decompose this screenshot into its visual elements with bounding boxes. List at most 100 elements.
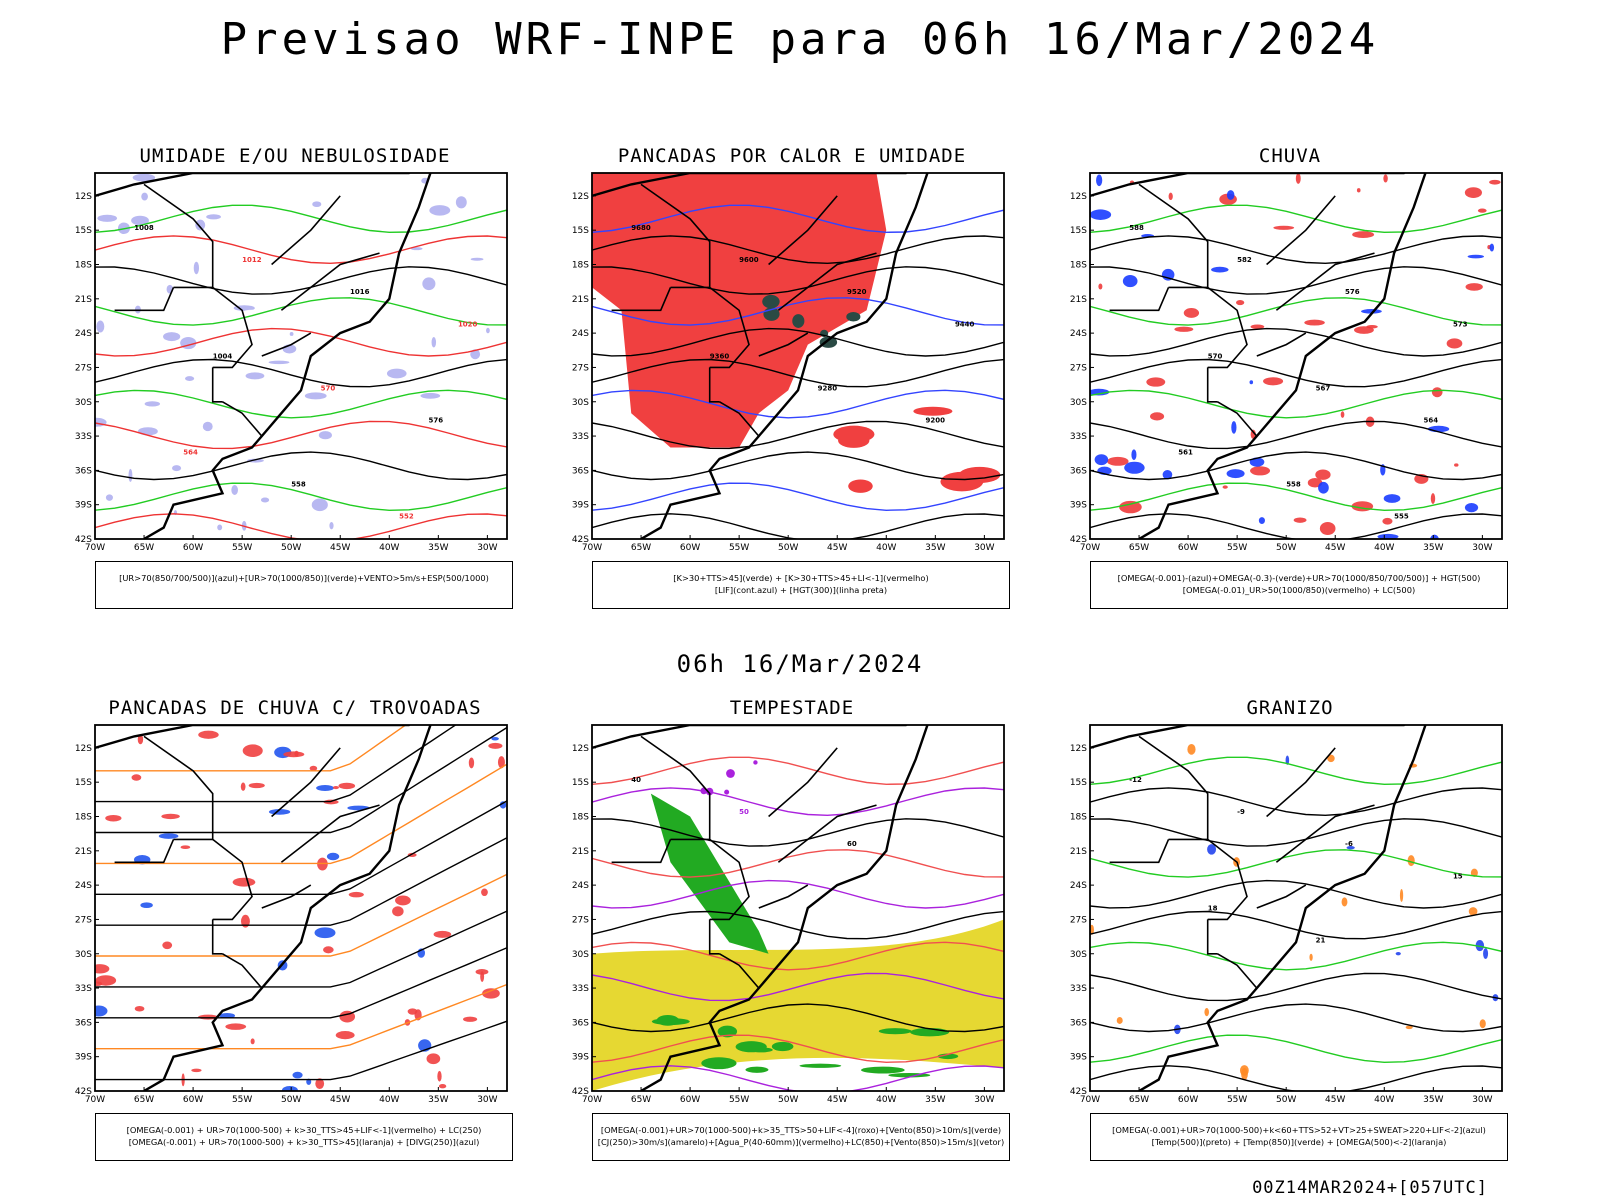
precip-blob bbox=[185, 376, 195, 381]
precip-blob bbox=[426, 1053, 441, 1065]
contour-line bbox=[1090, 910, 1502, 940]
legend-line: [OMEGA(-0.001)+UR>70(1000-500)+k<60+TTS>… bbox=[1112, 1125, 1486, 1135]
precip-blob bbox=[144, 442, 159, 450]
forecast-map: 588 582 576 573 570 567 564 561 558 555 70W 65W 60W 5… bbox=[1070, 172, 1503, 553]
y-tick-label: 36S bbox=[572, 1018, 589, 1028]
country-border bbox=[708, 919, 720, 955]
precip-blob bbox=[1467, 254, 1485, 259]
contour-line bbox=[1090, 941, 1502, 971]
y-tick-label: 30S bbox=[1070, 950, 1087, 960]
precip-blob bbox=[315, 1078, 325, 1090]
plot-layer: 9680 9600 9520 9440 9360 9280 9200 bbox=[592, 173, 1004, 539]
precip-blob bbox=[250, 1038, 255, 1045]
contour-label: 15 bbox=[1453, 872, 1463, 880]
x-tick-label: 70W bbox=[582, 1095, 602, 1105]
contour-label: 9680 bbox=[631, 224, 651, 232]
precip-blob bbox=[1327, 754, 1335, 763]
x-tick-label: 65W bbox=[631, 543, 651, 553]
x-tick-label: 45W bbox=[330, 1095, 350, 1105]
precip-blob bbox=[326, 852, 340, 861]
contour-line bbox=[592, 941, 1004, 971]
contour-line bbox=[592, 266, 1004, 295]
y-tick-label: 36S bbox=[75, 1018, 92, 1028]
precip-blob bbox=[392, 906, 404, 917]
country-border bbox=[1109, 839, 1170, 864]
y-tick-label: 24S bbox=[1070, 881, 1087, 891]
country-border bbox=[611, 287, 672, 312]
x-tick-label: 50W bbox=[778, 543, 798, 553]
precip-blob bbox=[1211, 266, 1229, 273]
contour-line bbox=[592, 910, 1004, 940]
contour-line bbox=[95, 726, 507, 834]
plot-frame bbox=[1089, 172, 1503, 540]
precip-blob bbox=[1236, 299, 1245, 306]
x-tick-label: 45W bbox=[1325, 543, 1345, 553]
panel-title: PANCADAS DE CHUVA C/ TROVOADAS bbox=[108, 697, 482, 719]
contour-label: 9360 bbox=[710, 352, 730, 360]
precip-blob bbox=[240, 782, 246, 791]
country-border bbox=[114, 839, 175, 864]
country-border bbox=[611, 839, 672, 864]
y-tick-label: 42S bbox=[572, 1087, 589, 1097]
precip-blob bbox=[1346, 845, 1355, 850]
contour-line bbox=[1090, 235, 1502, 265]
precip-blob bbox=[1383, 494, 1401, 503]
precip-blob bbox=[1454, 463, 1459, 467]
precip-blob bbox=[1468, 907, 1478, 916]
country-border bbox=[1217, 401, 1258, 437]
contour-line bbox=[592, 818, 1004, 847]
contour-label: 50 bbox=[739, 808, 749, 816]
contour-line bbox=[1090, 1065, 1502, 1091]
x-tick-label: 45W bbox=[330, 543, 350, 553]
precip-blob bbox=[422, 277, 436, 291]
contour-label: 570 bbox=[321, 384, 336, 392]
convective-blob bbox=[848, 479, 873, 493]
panel-title: UMIDADE E/OU NEBULOSIDADE bbox=[139, 145, 451, 167]
precip-blob bbox=[1090, 924, 1094, 935]
contour-line bbox=[592, 513, 1004, 539]
precip-blob bbox=[1094, 454, 1109, 466]
y-tick-label: 15S bbox=[572, 226, 589, 236]
country-border bbox=[640, 735, 711, 841]
x-tick-label: 30W bbox=[1472, 1095, 1492, 1105]
y-tick-label: 39S bbox=[1070, 501, 1087, 511]
forecast-map: 40 50 60 70W 65W 60W 55W 50W 45W 40W 35W 30W 12S 15S 1… bbox=[572, 724, 1005, 1105]
y-tick-label: 18S bbox=[1070, 813, 1087, 823]
y-tick-label: 39S bbox=[75, 501, 92, 511]
plot-layer: -12 -9 -6 15 18 21 bbox=[1090, 725, 1502, 1091]
precip-blob bbox=[162, 941, 173, 950]
contour-line bbox=[1090, 358, 1502, 388]
y-tick-label: 24S bbox=[572, 881, 589, 891]
precip-blob bbox=[1249, 380, 1254, 385]
precip-blob bbox=[233, 305, 255, 311]
precip-blob bbox=[486, 327, 490, 334]
legend-line: [Temp(500)](preto) + [Temp(850)](verde) … bbox=[1151, 1137, 1447, 1147]
y-tick-label: 39S bbox=[572, 1053, 589, 1063]
contour-line bbox=[95, 451, 507, 481]
precip-blob bbox=[323, 946, 334, 954]
y-tick-label: 33S bbox=[572, 432, 589, 442]
precip-blob bbox=[137, 734, 144, 745]
country-border bbox=[1109, 287, 1170, 312]
y-tick-label: 36S bbox=[1070, 1018, 1087, 1028]
precip-blob bbox=[97, 214, 118, 222]
precip-blob bbox=[1226, 469, 1245, 479]
precip-blob bbox=[163, 332, 181, 342]
precip-blob bbox=[260, 497, 270, 503]
plot-frame bbox=[591, 172, 1005, 540]
legend-line: [OMEGA(-0.001)-(azul)+OMEGA(-0.3)-(verde… bbox=[1117, 573, 1481, 583]
precip-blob bbox=[206, 214, 221, 220]
precip-blob bbox=[248, 782, 265, 789]
x-tick-label: 70W bbox=[1080, 543, 1100, 553]
precip-blob bbox=[1383, 174, 1388, 183]
legend-box: [OMEGA(-0.001)-(azul)+OMEGA(-0.3)-(verde… bbox=[1090, 561, 1508, 609]
x-tick-label: 60W bbox=[680, 543, 700, 553]
precip-blob bbox=[1226, 190, 1235, 200]
precip-blob bbox=[1096, 174, 1103, 187]
precip-blob bbox=[1377, 533, 1399, 539]
plot-frame bbox=[94, 172, 508, 540]
precip-blob bbox=[478, 244, 498, 255]
wind-blob bbox=[771, 1041, 794, 1052]
contour-line bbox=[592, 358, 1004, 388]
precip-blob bbox=[1430, 493, 1436, 504]
